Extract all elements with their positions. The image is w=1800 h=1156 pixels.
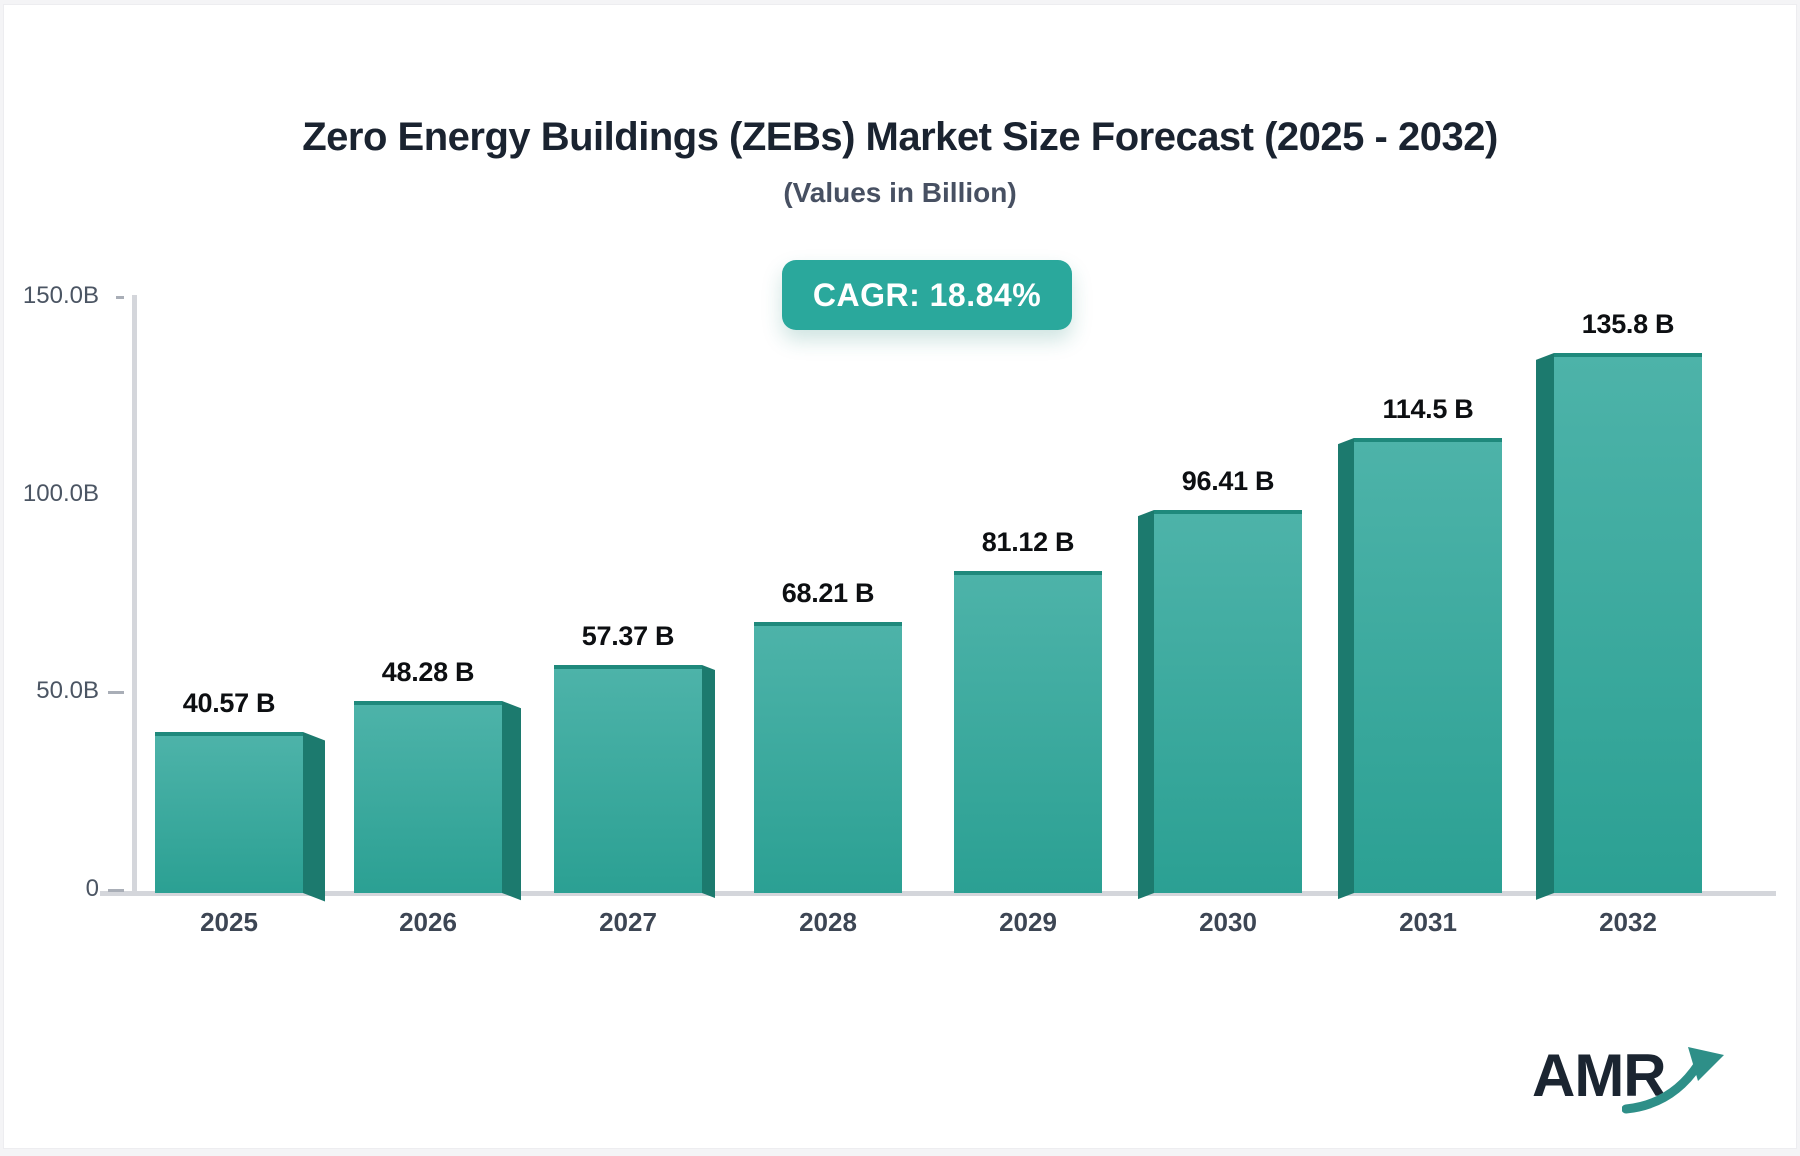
bar: [754, 622, 902, 893]
bar-value-label: 68.21 B: [781, 578, 875, 608]
y-tick-label: 0: [85, 875, 99, 902]
bar-3d-side: [303, 732, 325, 902]
amr-logo: AMR: [1532, 1035, 1724, 1119]
x-axis-baseline: [100, 891, 1776, 896]
bar-value-label: 40.57 B: [182, 688, 276, 718]
bar: [554, 665, 702, 893]
bar-value-label: 96.41 B: [1181, 466, 1275, 496]
bar-value-label: 114.5 B: [1382, 394, 1474, 424]
bar-value-label: 48.28 B: [381, 657, 475, 687]
y-tick-label: 50.0B: [36, 677, 99, 704]
bar: [954, 571, 1102, 893]
x-axis-label: 2030: [1199, 907, 1257, 937]
y-tick-mark: [116, 296, 124, 299]
chart-subtitle: (Values in Billion): [783, 177, 1017, 208]
y-tick-mark: [108, 691, 124, 694]
bar-value-label: 81.12 B: [981, 527, 1075, 557]
bar-chart: Zero Energy Buildings (ZEBs) Market Size…: [4, 5, 1796, 1148]
bar-3d-side: [702, 665, 715, 898]
x-axis-label: 2031: [1399, 907, 1457, 937]
x-axis-label: 2027: [599, 907, 657, 937]
bar: [1354, 438, 1502, 893]
cagr-badge: CAGR: 18.84%: [782, 260, 1072, 330]
chart-card: Zero Energy Buildings (ZEBs) Market Size…: [3, 4, 1797, 1149]
x-axis-label: 2026: [399, 907, 457, 937]
bar: [354, 701, 502, 893]
trend-up-arrow-icon: [1622, 1047, 1724, 1114]
y-tick-label: 150.0B: [22, 282, 99, 309]
bar-3d-side: [1536, 353, 1554, 900]
bar-3d-side: [1138, 510, 1154, 900]
bar-value-label: 57.37 B: [581, 621, 675, 651]
bar-value-label: 135.8 B: [1581, 309, 1675, 339]
bar: [1554, 353, 1702, 893]
y-axis-line: [132, 295, 137, 893]
y-tick-label: 100.0B: [22, 480, 99, 507]
x-axis-label: 2032: [1599, 907, 1657, 937]
x-axis-label: 2025: [200, 907, 258, 937]
x-axis-label: 2028: [799, 907, 857, 937]
bar: [1154, 510, 1302, 893]
chart-title: Zero Energy Buildings (ZEBs) Market Size…: [302, 115, 1498, 159]
bar-3d-side: [502, 701, 521, 901]
y-tick-mark: [108, 889, 124, 892]
amr-logo-text: AMR: [1532, 1042, 1667, 1109]
bar-3d-side: [1338, 438, 1354, 900]
x-axis-label: 2029: [999, 907, 1057, 937]
bar: [155, 732, 303, 893]
